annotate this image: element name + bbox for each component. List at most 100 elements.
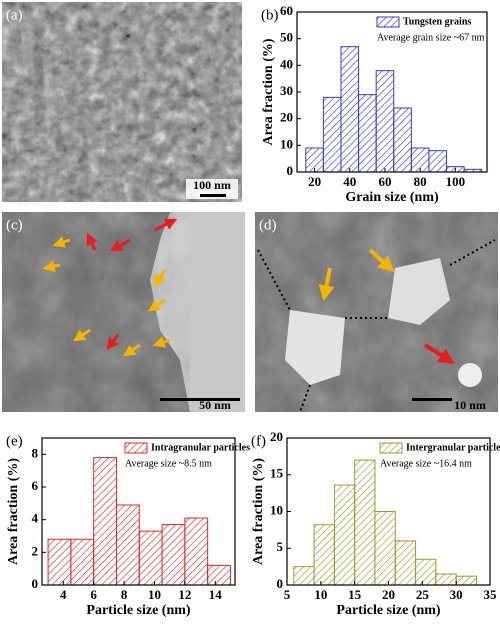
y-axis-label: Area fraction (%)	[261, 38, 276, 145]
x-tick-label: 6	[90, 587, 97, 602]
arrow	[153, 269, 167, 287]
bar	[375, 70, 395, 173]
y-tick-label: 30	[280, 83, 293, 98]
y-tick-label: 10	[270, 502, 283, 517]
bar	[70, 538, 95, 586]
grain-boundaries	[257, 239, 496, 413]
tem-image: (c) 50 nm	[2, 212, 245, 412]
y-tick-label: 6	[32, 478, 39, 493]
bar	[394, 540, 417, 586]
x-tick-label: 15	[348, 587, 362, 602]
particle	[458, 363, 482, 387]
x-axis-label: Particle size (nm)	[86, 603, 191, 618]
legend-swatch	[376, 16, 400, 28]
legend-swatch	[124, 442, 148, 454]
bar	[333, 484, 356, 586]
bar	[161, 524, 186, 586]
particle	[388, 258, 450, 325]
bar	[115, 504, 140, 586]
bar	[354, 459, 376, 586]
annotation: Average size ~16.4 nm	[380, 458, 472, 469]
arrow	[86, 232, 98, 251]
y-tick-label: 20	[270, 429, 283, 444]
legend-label: Intergranular particles	[406, 442, 500, 453]
arrow	[148, 298, 166, 312]
x-tick-label: 8	[121, 587, 128, 602]
y-axis-label: Area fraction (%)	[251, 458, 266, 565]
x-tick-label: 60	[378, 174, 391, 189]
plot-frame	[41, 437, 236, 586]
x-tick-label: 4	[60, 587, 67, 602]
arrow	[109, 238, 131, 252]
panel-label: (a)	[6, 7, 23, 23]
x-tick-label: 35	[484, 587, 498, 602]
x-tick-label: 14	[209, 587, 223, 602]
arrow	[423, 343, 455, 364]
panel-label: (c)	[6, 217, 23, 233]
scale-bar-label: 100 nm	[193, 178, 231, 192]
y-tick-label: 15	[270, 466, 284, 481]
bar	[47, 538, 72, 586]
bar	[455, 575, 477, 586]
x-tick-label: 10	[148, 587, 161, 602]
scale-bar-label: 10 nm	[454, 398, 486, 412]
x-tick-label: 20	[308, 174, 321, 189]
y-tick-label: 0	[287, 163, 294, 178]
bar	[313, 524, 335, 586]
bar	[293, 566, 315, 586]
scale-bar	[200, 194, 226, 197]
y-tick-label: 40	[280, 56, 293, 71]
x-tick-label: 30	[450, 587, 463, 602]
y-tick-label: 0	[277, 576, 284, 591]
tem-image: (d) 10 nm	[255, 212, 498, 413]
legend-label: Tungsten grains	[403, 16, 471, 27]
bar	[207, 564, 231, 586]
bar	[435, 573, 457, 586]
scale-bar-label: 50 nm	[199, 398, 231, 412]
annotation: Average grain size ~67 nm	[377, 32, 485, 43]
bar	[138, 530, 163, 586]
arrow	[73, 328, 91, 342]
y-tick-label: 60	[280, 3, 293, 18]
panel-label: (d)	[259, 217, 277, 233]
x-tick-label: 20	[382, 587, 395, 602]
y-tick-label: 20	[280, 110, 293, 125]
y-tick-label: 10	[280, 136, 293, 151]
panel-label: (b)	[261, 7, 279, 23]
scale-bar	[160, 398, 240, 401]
y-axis-label: Area fraction (%)	[6, 458, 21, 565]
bar	[184, 517, 209, 586]
arrow	[52, 236, 71, 248]
x-tick-label: 10	[314, 587, 327, 602]
arrow	[106, 334, 120, 350]
legend-swatch	[379, 442, 403, 454]
bar	[428, 150, 448, 173]
x-tick-label: 80	[414, 174, 427, 189]
y-tick-label: 8	[32, 445, 39, 460]
arrow	[123, 343, 141, 357]
bar	[358, 94, 377, 173]
arrow	[318, 267, 335, 302]
legend-label: Intragranular particles	[151, 442, 250, 453]
x-tick-label: 12	[178, 587, 191, 602]
bar	[93, 457, 117, 586]
panel-label: (f)	[251, 433, 266, 449]
x-axis-label: Particle size (nm)	[336, 603, 441, 618]
bar	[393, 107, 412, 173]
panel-label: (e)	[6, 433, 23, 449]
image-texture	[2, 2, 242, 202]
arrow	[154, 218, 178, 232]
x-tick-label: 25	[416, 587, 430, 602]
x-tick-label: 5	[284, 587, 291, 602]
x-axis-label: Grain size (nm)	[345, 190, 439, 205]
arrows	[42, 218, 178, 357]
scale-bar	[412, 398, 452, 401]
bar	[340, 46, 360, 173]
arrow	[368, 248, 395, 273]
sem-image: (a) 100 nm	[2, 2, 242, 202]
y-tick-label: 4	[32, 511, 39, 526]
y-tick-label: 0	[32, 576, 39, 591]
y-tick-label: 2	[32, 543, 39, 558]
annotation: Average size ~8.5 nm	[125, 458, 212, 469]
